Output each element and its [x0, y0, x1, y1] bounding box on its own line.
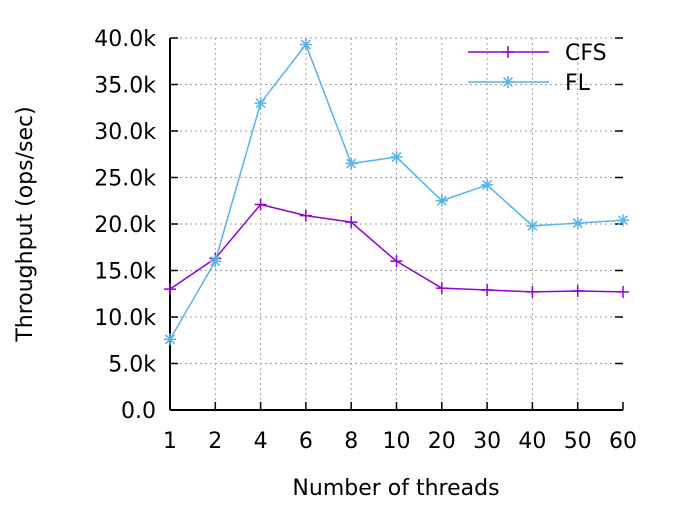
- series-fl: [164, 38, 629, 346]
- y-tick-label: 30.0k: [94, 120, 156, 145]
- y-tick-label: 25.0k: [94, 167, 156, 192]
- series-cfs-point: [254, 198, 267, 211]
- series-fl-point: [435, 194, 448, 207]
- series-fl-point: [164, 333, 176, 346]
- legend: CFS FL: [468, 41, 607, 96]
- series-cfs-point: [345, 216, 358, 229]
- legend-item-fl: FL: [468, 71, 591, 96]
- y-tick-label: 35.0k: [94, 74, 156, 99]
- series-fl-point: [390, 151, 403, 164]
- x-tick-label: 1: [163, 429, 177, 454]
- x-tick-label: 10: [383, 429, 411, 454]
- series-cfs-point: [571, 284, 584, 297]
- series-cfs-point: [526, 285, 539, 298]
- x-tick-label: 20: [428, 429, 456, 454]
- series-cfs-point: [164, 283, 176, 296]
- series-fl-point: [209, 255, 222, 268]
- y-tick-label: 20.0k: [94, 213, 156, 238]
- series-cfs-point: [617, 285, 629, 298]
- series-fl-point: [526, 219, 539, 232]
- series-fl-point: [571, 217, 584, 230]
- y-tick-label: 0.0: [121, 399, 156, 424]
- legend-item-cfs: CFS: [468, 41, 607, 66]
- series-fl-point: [481, 178, 494, 191]
- y-tick-label: 15.0k: [94, 260, 156, 285]
- x-axis-title: Number of threads: [292, 476, 499, 501]
- y-tick-label: 10.0k: [94, 306, 156, 331]
- series-cfs-point: [390, 255, 403, 268]
- x-tick-label: 40: [518, 429, 546, 454]
- legend-marker: [502, 46, 514, 58]
- series-fl-point: [254, 97, 267, 110]
- series-fl-point: [345, 157, 358, 170]
- axes: 0.0 5.0k 10.0k 15.0k 20.0k 25.0k 30.0k 35.0k 40.…: [94, 27, 637, 454]
- x-tick-label: 6: [299, 429, 313, 454]
- series-cfs-point: [481, 284, 494, 297]
- series-cfs-point: [299, 209, 312, 222]
- series-fl-point: [617, 214, 629, 227]
- y-axis-title: Throughput (ops/sec): [13, 106, 38, 342]
- x-tick-label: 8: [344, 429, 358, 454]
- legend-label: FL: [565, 71, 591, 96]
- series-group: [164, 38, 629, 346]
- series-cfs: [164, 198, 629, 298]
- series-fl-point: [299, 38, 312, 51]
- x-tick-label: 50: [564, 429, 592, 454]
- series-cfs-point: [435, 282, 448, 295]
- x-tick-label: 60: [609, 429, 637, 454]
- legend-marker: [502, 76, 514, 88]
- x-tick-label: 30: [473, 429, 501, 454]
- x-tick-label: 2: [208, 429, 222, 454]
- y-tick-label: 5.0k: [108, 353, 156, 378]
- y-tick-label: 40.0k: [94, 27, 156, 52]
- legend-label: CFS: [565, 41, 607, 66]
- x-tick-label: 4: [254, 429, 268, 454]
